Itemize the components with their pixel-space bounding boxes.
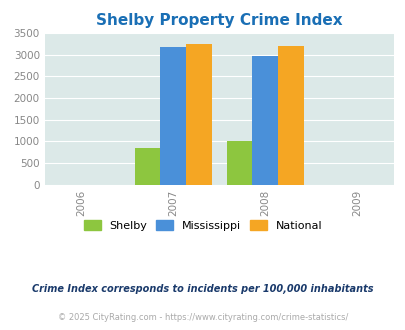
Legend: Shelby, Mississippi, National: Shelby, Mississippi, National xyxy=(79,216,326,235)
Text: Crime Index corresponds to incidents per 100,000 inhabitants: Crime Index corresponds to incidents per… xyxy=(32,284,373,294)
Bar xyxy=(277,46,303,185)
Bar xyxy=(134,148,160,185)
Bar xyxy=(186,44,211,185)
Bar xyxy=(160,47,186,185)
Bar xyxy=(226,141,252,185)
Text: © 2025 CityRating.com - https://www.cityrating.com/crime-statistics/: © 2025 CityRating.com - https://www.city… xyxy=(58,313,347,322)
Bar xyxy=(252,56,277,185)
Title: Shelby Property Crime Index: Shelby Property Crime Index xyxy=(96,13,342,28)
